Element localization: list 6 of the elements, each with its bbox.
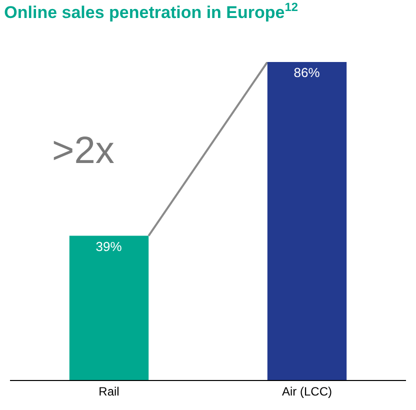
data-label: 86% (294, 65, 320, 80)
annotation: >2x (52, 130, 114, 172)
x-tick-label: Rail (98, 384, 120, 398)
chart-title: Online sales penetration in Europe$^{12}$ (4, 0, 298, 22)
x-tick-label: Air (LCC) (282, 384, 332, 398)
data-label: 39% (96, 238, 122, 254)
